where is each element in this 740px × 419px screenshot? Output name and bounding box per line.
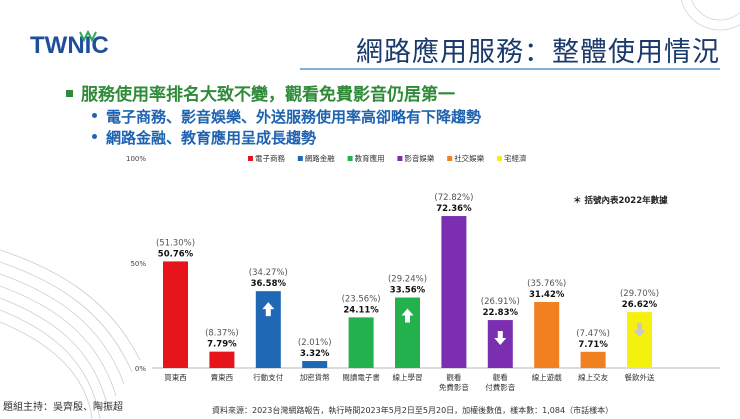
trend-down-arrow-icon: [633, 323, 646, 338]
category-label: 加密貨幣: [300, 372, 330, 382]
legend-swatch: [248, 156, 253, 161]
legend-swatch: [497, 156, 502, 161]
prev-year-label: (51.30%): [156, 238, 195, 248]
dot-bullet-icon: [92, 134, 97, 139]
data-source: 資料來源：2023台灣網路報告，執行時間2023年5月2日至5月20日，加權後數…: [212, 406, 614, 415]
prev-year-label: (26.91%): [481, 297, 520, 307]
sub-bullet-1-text: 電子商務、影音娛樂、外送服務使用率高卻略有下降趨勢: [106, 108, 482, 126]
sub-bullet-1: 電子商務、影音娛樂、外送服務使用率高卻略有下降趨勢: [92, 106, 481, 127]
prev-year-label: (29.24%): [388, 275, 427, 285]
legend-label: 教育應用: [355, 153, 385, 163]
prev-year-label: (72.82%): [434, 193, 473, 203]
prev-year-label: (34.27%): [249, 268, 288, 278]
prev-year-label: (2.01%): [298, 338, 332, 348]
legend-label: 社交娛樂: [454, 153, 484, 163]
category-label: 付費影音: [485, 382, 515, 392]
category-label: 賣東西: [211, 372, 234, 382]
sub-bullet-2-text: 網路金融、教育應用呈成長趨勢: [106, 129, 317, 147]
category-label: 線上學習: [393, 372, 423, 382]
data-label: 72.36%: [436, 204, 472, 214]
title-underline: [300, 68, 720, 70]
legend-label: 網路金融: [305, 153, 335, 163]
bar: [348, 317, 374, 368]
bar: [534, 302, 560, 368]
category-label: 線上交友: [578, 372, 608, 382]
data-label: 7.79%: [207, 340, 237, 350]
bar: [163, 261, 188, 368]
category-label: 觀看: [493, 372, 508, 382]
prev-year-label: (29.70%): [620, 289, 659, 299]
host-credit: 題組主持：吳齊殷、陶振超: [3, 402, 123, 413]
twnic-logo: TWNIC: [30, 29, 109, 59]
main-bullet-text: 服務使用率排名大致不變，觀看免費影音仍居第一: [81, 85, 455, 105]
trend-up-arrow-icon: [401, 308, 414, 323]
main-bullet: 服務使用率排名大致不變，觀看免費影音仍居第一: [66, 80, 455, 105]
data-label: 36.58%: [251, 279, 287, 289]
legend-swatch: [397, 156, 403, 161]
legend-swatch: [347, 156, 353, 161]
category-label: 餐飲外送: [625, 372, 655, 382]
category-label: 觀看: [446, 372, 461, 382]
bar: [627, 312, 652, 368]
data-label: 24.11%: [343, 305, 379, 315]
data-label: 26.62%: [622, 300, 658, 310]
decorative-circles: [680, 0, 740, 31]
trend-down-arrow-icon: [494, 331, 507, 346]
sub-bullet-2: 網路金融、教育應用呈成長趨勢: [92, 127, 316, 148]
chart-note: ＊ 括號內表2022年數據: [573, 195, 668, 206]
data-label: 31.42%: [529, 290, 565, 300]
bar: [209, 351, 235, 368]
category-label: 免費影音: [439, 382, 469, 392]
bar: [580, 351, 606, 368]
square-bullet-icon: [66, 89, 73, 97]
legend-swatch: [447, 156, 453, 161]
y-tick-label: 100%: [126, 155, 146, 163]
legend-swatch: [297, 156, 303, 161]
category-label: 線上遊戲: [532, 372, 562, 382]
bar: [395, 297, 420, 368]
category-label: 行動支付: [253, 372, 283, 382]
bar: [441, 216, 467, 368]
legend-label: 電子商務: [255, 153, 285, 163]
data-label: 3.32%: [300, 349, 330, 359]
prev-year-label: (8.37%): [205, 329, 239, 339]
page-title: 網路應用服務：整體使用情況: [356, 37, 720, 68]
data-label: 50.76%: [158, 249, 194, 259]
bar: [302, 361, 328, 368]
y-tick-label: 0%: [135, 365, 146, 373]
legend-label: 宅經濟: [504, 153, 527, 163]
data-label: 7.71%: [578, 340, 608, 350]
y-tick-label: 50%: [130, 260, 146, 268]
logo-text: TWNIC: [30, 32, 109, 59]
dot-bullet-icon: [92, 113, 97, 118]
prev-year-label: (23.56%): [342, 294, 381, 304]
legend-label: 影音娛樂: [404, 153, 434, 163]
category-label: 閱讀電子書: [342, 372, 380, 382]
decorative-curves: [0, 249, 141, 419]
data-label: 22.83%: [483, 308, 519, 318]
data-label: 33.56%: [390, 286, 426, 296]
category-label: 買東西: [164, 372, 187, 382]
prev-year-label: (7.47%): [576, 329, 610, 339]
prev-year-label: (35.76%): [527, 279, 566, 289]
trend-up-arrow-icon: [262, 302, 275, 317]
